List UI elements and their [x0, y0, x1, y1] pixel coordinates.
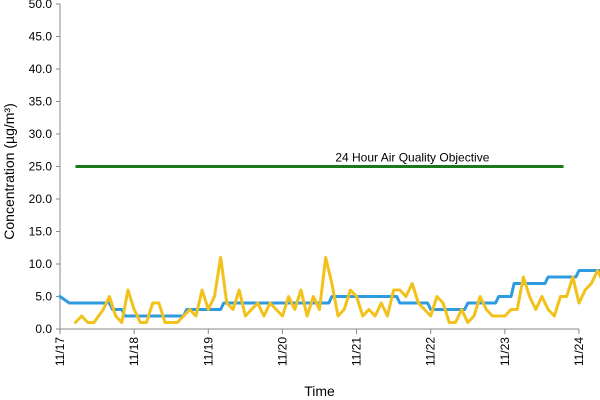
y-tick-label: 15.0 — [29, 225, 53, 239]
y-tick-label: 25.0 — [29, 160, 53, 174]
annotation-label: 24 Hour Air Quality Objective — [335, 151, 489, 165]
y-tick-label: 45.0 — [29, 30, 53, 44]
y-ticks: 0.0 5.0 10.0 15.0 20.0 25.0 30.0 35.0 40.0 45.0 50… — [29, 0, 60, 336]
y-tick-label: 0.0 — [35, 322, 52, 336]
y-tick-label: 30.0 — [29, 127, 53, 141]
plot-area: 0.0 5.0 10.0 15.0 20.0 25.0 30.0 35.0 40.0 45.0 50… — [29, 0, 600, 366]
y-tick-label: 50.0 — [29, 0, 53, 11]
x-tick-label: 11/23 — [498, 337, 512, 366]
y-tick-label: 5.0 — [35, 290, 52, 304]
x-tick-label: 11/17 — [53, 337, 67, 366]
y-tick-label: 35.0 — [29, 95, 53, 109]
series-layer — [58, 256, 600, 324]
x-tick-label: 11/18 — [127, 337, 141, 366]
y-tick-label: 40.0 — [29, 62, 53, 76]
annotation-layer: 24 Hour Air Quality Objective — [335, 151, 489, 165]
series-line-2 — [73, 256, 600, 324]
y-axis-title: Concentration (µg/m³) — [1, 103, 17, 239]
x-tick-label: 11/20 — [275, 337, 289, 366]
x-ticks: 11/17 11/18 11/19 11/20 11/21 11/22 11/23 11/24 — [53, 329, 586, 366]
y-tick-label: 20.0 — [29, 192, 53, 206]
x-tick-label: 11/19 — [201, 337, 215, 366]
x-axis-title: Time — [304, 383, 335, 399]
y-tick-label: 10.0 — [29, 257, 53, 271]
x-tick-label: 11/22 — [424, 337, 438, 366]
x-tick-label: 11/21 — [350, 337, 364, 366]
x-tick-label: 11/24 — [572, 337, 586, 366]
